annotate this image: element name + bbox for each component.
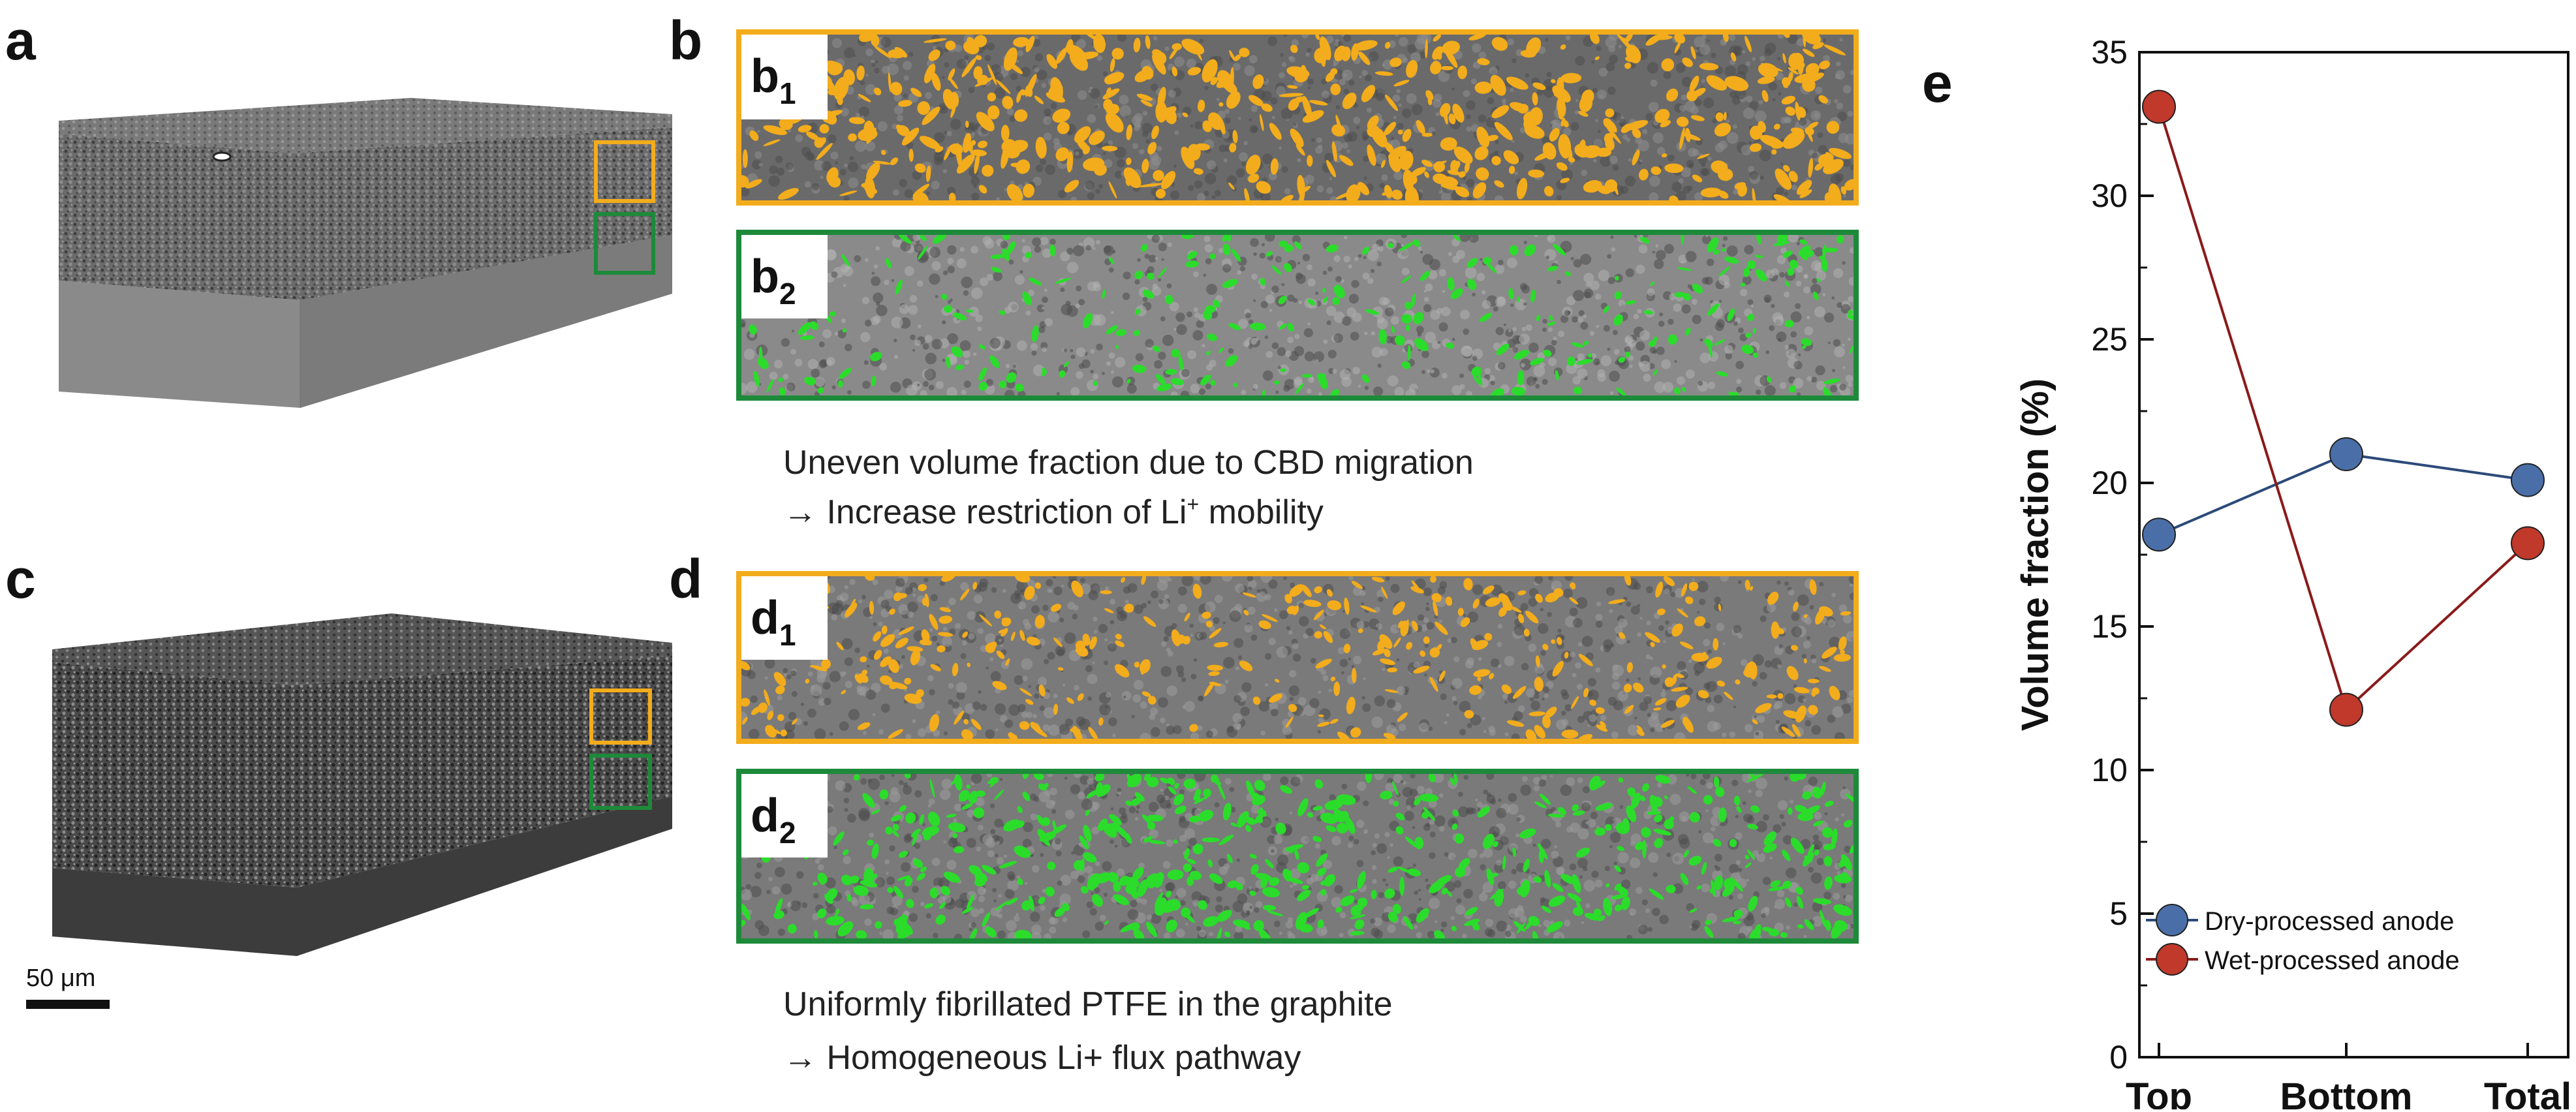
legend-label: Wet-processed anode [2205,946,2460,975]
strip-d2 [736,769,1859,944]
panel-label-b: b [669,10,703,71]
caption-b-superscript: + [1187,492,1200,516]
y-tick-label: 5 [2109,895,2128,932]
plot-frame [2138,51,2569,1058]
y-tick-label: 30 [2091,178,2128,214]
x-tick-label: Bottom [2280,1075,2413,1109]
tomography-block-c [52,613,672,956]
strip-d1-label: d1 [741,576,828,660]
series-line-wet [2158,106,2529,713]
caption-d-line2: → Homogeneous Li+ flux pathway [783,1039,1301,1077]
data-point-wet [2142,89,2176,124]
caption-b-line1: Uneven volume fraction due to CBD migrat… [783,444,1474,482]
data-point-dry [2142,517,2176,552]
y-tick-label: 0 [2109,1039,2128,1075]
caption-b-line2-text: → Increase restriction of Li [783,493,1187,531]
y-tick-label: 15 [2091,608,2128,645]
legend-marker [2156,904,2188,936]
data-point-wet [2329,692,2363,727]
caption-b-line2-end: mobility [1199,493,1324,531]
strip-d2-texture [741,774,1854,938]
strip-b1-label: b1 [741,35,828,119]
y-tick-label: 35 [2091,34,2128,70]
x-tick-label: Total [2484,1075,2571,1109]
caption-d-line1: Uniformly fibrillated PTFE in the graphi… [783,985,1393,1023]
x-tick-label: Top [2126,1075,2192,1109]
y-tick-label: 10 [2091,752,2128,788]
scale-bar-label: 50 μm [26,965,96,992]
legend-marker [2156,943,2188,976]
strip-d2-subscript: 2 [779,816,796,850]
data-point-dry [2511,463,2545,497]
strip-d2-label: d2 [741,774,828,857]
y-tick-label: 20 [2091,465,2128,501]
legend-label: Dry-processed anode [2205,907,2454,936]
volume-fraction-chart: 0 5 10 15 20 25 30 35 Top Bottom Total Volume fract… [2014,34,2571,1109]
strip-d1-letter: d [751,592,779,644]
panel-label-c: c [5,548,36,610]
strip-b2-label: b2 [741,235,828,318]
strip-b1 [736,29,1859,206]
strip-d1-subscript: 1 [779,618,796,652]
y-axis-label: Volume fraction (%) [2014,378,2056,731]
data-point-wet [2511,526,2545,561]
panel-label-d: d [669,548,703,610]
strip-b2-subscript: 2 [779,277,796,311]
strip-d1 [736,571,1859,744]
panel-label-e: e [1922,52,1953,114]
strip-b1-texture [741,35,1854,200]
y-tick-label: 25 [2091,321,2128,358]
strip-b2-letter: b [751,251,779,303]
strip-b2 [736,230,1859,401]
tomography-block-a [59,98,672,408]
strip-b1-letter: b [751,50,779,102]
data-point-dry [2329,437,2363,471]
strip-b2-texture [741,235,1854,395]
strip-d1-texture [741,576,1854,739]
strip-d2-letter: d [751,790,779,842]
panel-label-a: a [5,10,36,71]
caption-b-line2: → Increase restriction of Li+ mobility [783,491,1324,535]
strip-b1-subscript: 1 [779,76,796,110]
scale-bar [26,1000,110,1009]
